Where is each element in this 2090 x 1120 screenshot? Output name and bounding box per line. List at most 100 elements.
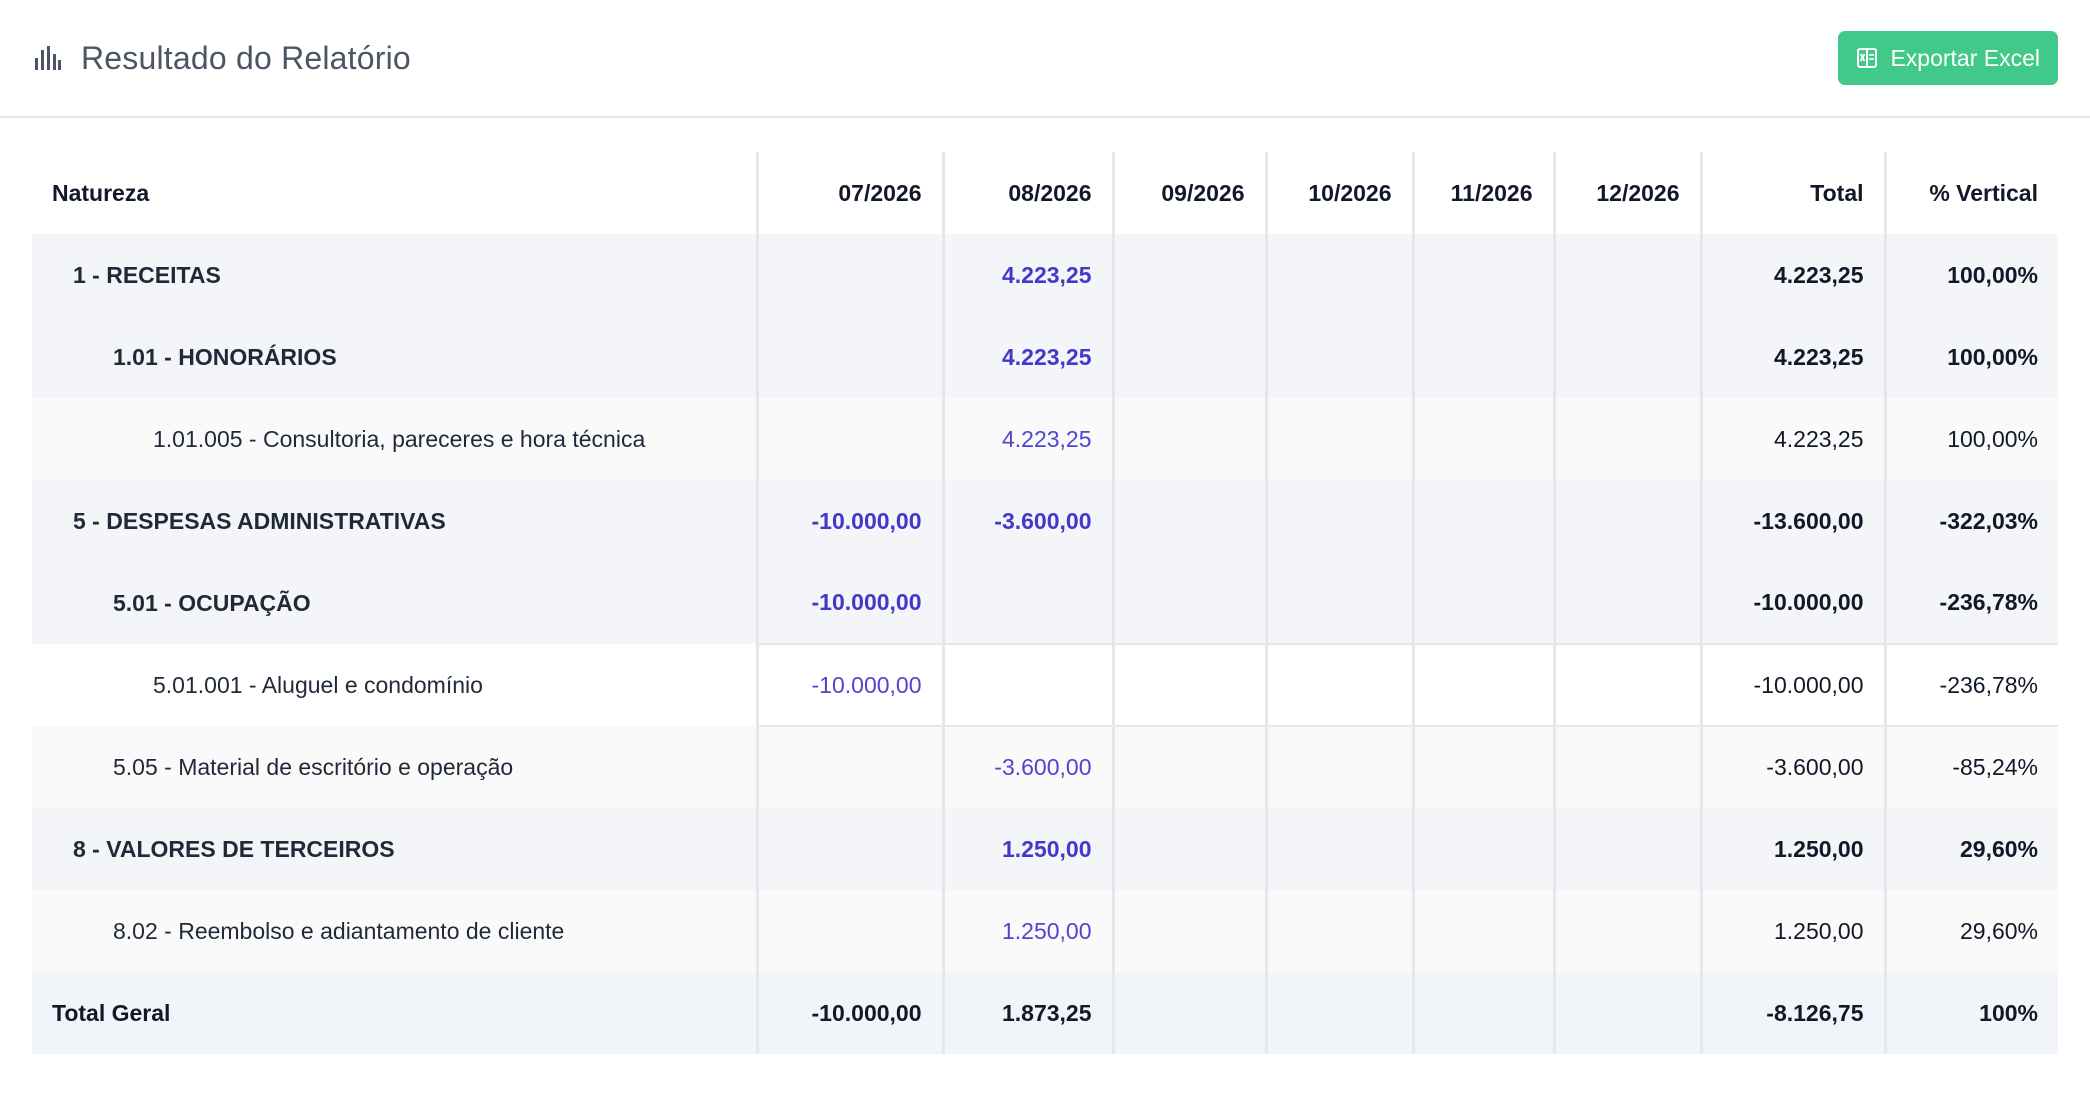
title-group: Resultado do Relatório <box>33 40 411 77</box>
table-row[interactable]: 5.01.001 - Aluguel e condomínio -10.000,… <box>32 643 2058 727</box>
cell-07 <box>755 890 943 972</box>
table-row[interactable]: 1 - RECEITAS 4.223,25 4.223,25 100,00% <box>32 234 2058 316</box>
cell-09 <box>1111 398 1266 480</box>
row-label: 5.05 - Material de escritório e operação <box>32 726 757 808</box>
col-header-07-2026[interactable]: 07/2026 <box>755 152 943 234</box>
total-07: -10.000,00 <box>755 972 943 1054</box>
cell-pct: 100,00% <box>1883 234 2058 316</box>
cell-07 <box>755 726 943 808</box>
cell-total: -10.000,00 <box>1699 643 1885 727</box>
cell-07 <box>755 808 943 890</box>
col-header-pct-vertical[interactable]: % Vertical <box>1883 152 2058 234</box>
cell-pct: 29,60% <box>1883 890 2058 972</box>
cell-12 <box>1552 562 1701 644</box>
cell-11 <box>1411 234 1554 316</box>
cell-total: 4.223,25 <box>1699 398 1885 480</box>
cell-total: 1.250,00 <box>1699 808 1885 890</box>
cell-pct: 29,60% <box>1883 808 2058 890</box>
cell-total: -13.600,00 <box>1699 480 1885 562</box>
cell-10 <box>1264 808 1413 890</box>
cell-pct: -236,78% <box>1883 562 2058 644</box>
cell-10 <box>1264 234 1413 316</box>
col-header-total[interactable]: Total <box>1699 152 1885 234</box>
bar-chart-icon <box>33 43 63 73</box>
row-label: 1.01.005 - Consultoria, pareceres e hora… <box>32 398 757 480</box>
table-row[interactable]: 5.05 - Material de escritório e operação… <box>32 726 2058 808</box>
cell-11 <box>1411 726 1554 808</box>
table-row[interactable]: 1.01.005 - Consultoria, pareceres e hora… <box>32 398 2058 480</box>
cell-08 <box>941 643 1113 727</box>
cell-07: -10.000,00 <box>755 562 943 644</box>
cell-total: 4.223,25 <box>1699 316 1885 398</box>
cell-08: 1.250,00 <box>941 890 1113 972</box>
cell-12 <box>1552 398 1701 480</box>
cell-09 <box>1111 726 1266 808</box>
cell-07 <box>755 398 943 480</box>
total-10 <box>1264 972 1413 1054</box>
cell-09 <box>1111 480 1266 562</box>
cell-07 <box>755 234 943 316</box>
col-header-10-2026[interactable]: 10/2026 <box>1264 152 1413 234</box>
cell-12 <box>1552 726 1701 808</box>
cell-12 <box>1552 808 1701 890</box>
cell-08: -3.600,00 <box>941 480 1113 562</box>
total-08: 1.873,25 <box>941 972 1113 1054</box>
table-row[interactable]: 5.01 - OCUPAÇÃO -10.000,00 -10.000,00 -2… <box>32 562 2058 644</box>
cell-11 <box>1411 808 1554 890</box>
export-excel-button[interactable]: Exportar Excel <box>1838 31 2058 85</box>
cell-09 <box>1111 890 1266 972</box>
cell-08: 1.250,00 <box>941 808 1113 890</box>
table-row[interactable]: 5 - DESPESAS ADMINISTRATIVAS -10.000,00 … <box>32 480 2058 562</box>
cell-08: 4.223,25 <box>941 398 1113 480</box>
page-title: Resultado do Relatório <box>81 39 411 76</box>
row-label: 5.01 - OCUPAÇÃO <box>32 562 757 644</box>
total-12 <box>1552 972 1701 1054</box>
cell-pct: 100,00% <box>1883 316 2058 398</box>
cell-12 <box>1552 890 1701 972</box>
cell-09 <box>1111 562 1266 644</box>
row-label: 5.01.001 - Aluguel e condomínio <box>32 644 757 726</box>
cell-11 <box>1411 398 1554 480</box>
cell-07: -10.000,00 <box>755 643 943 727</box>
cell-10 <box>1264 480 1413 562</box>
row-label: 1 - RECEITAS <box>32 234 757 316</box>
total-total: -8.126,75 <box>1699 972 1885 1054</box>
row-label: 8 - VALORES DE TERCEIROS <box>32 808 757 890</box>
cell-10 <box>1264 562 1413 644</box>
cell-pct: -236,78% <box>1883 643 2058 727</box>
row-label: 1.01 - HONORÁRIOS <box>32 316 757 398</box>
cell-12 <box>1552 643 1701 727</box>
cell-10 <box>1264 398 1413 480</box>
col-header-natureza[interactable]: Natureza <box>32 152 757 234</box>
cell-total: -3.600,00 <box>1699 726 1885 808</box>
report-table: Natureza 07/2026 08/2026 09/2026 10/2026… <box>32 152 2058 1054</box>
cell-08 <box>941 562 1113 644</box>
cell-12 <box>1552 480 1701 562</box>
cell-07: -10.000,00 <box>755 480 943 562</box>
col-header-08-2026[interactable]: 08/2026 <box>941 152 1113 234</box>
col-header-12-2026[interactable]: 12/2026 <box>1552 152 1701 234</box>
total-11 <box>1411 972 1554 1054</box>
cell-09 <box>1111 808 1266 890</box>
table-header-row: Natureza 07/2026 08/2026 09/2026 10/2026… <box>32 152 2058 234</box>
total-pct: 100% <box>1883 972 2058 1054</box>
col-header-09-2026[interactable]: 09/2026 <box>1111 152 1266 234</box>
report-table-container: Natureza 07/2026 08/2026 09/2026 10/2026… <box>32 152 2058 1054</box>
cell-pct: -85,24% <box>1883 726 2058 808</box>
table-row[interactable]: 8.02 - Reembolso e adiantamento de clien… <box>32 890 2058 972</box>
cell-10 <box>1264 643 1413 727</box>
excel-icon <box>1856 47 1878 69</box>
cell-10 <box>1264 890 1413 972</box>
col-header-11-2026[interactable]: 11/2026 <box>1411 152 1554 234</box>
table-row[interactable]: 1.01 - HONORÁRIOS 4.223,25 4.223,25 100,… <box>32 316 2058 398</box>
cell-10 <box>1264 726 1413 808</box>
cell-11 <box>1411 480 1554 562</box>
cell-12 <box>1552 316 1701 398</box>
cell-total: -10.000,00 <box>1699 562 1885 644</box>
cell-09 <box>1111 316 1266 398</box>
total-09 <box>1111 972 1266 1054</box>
cell-11 <box>1411 890 1554 972</box>
cell-total: 1.250,00 <box>1699 890 1885 972</box>
table-row[interactable]: 8 - VALORES DE TERCEIROS 1.250,00 1.250,… <box>32 808 2058 890</box>
cell-12 <box>1552 234 1701 316</box>
